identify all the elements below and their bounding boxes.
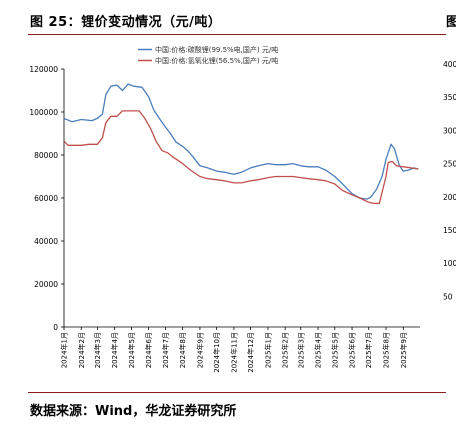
- right-axis-tick-label: 150: [443, 226, 456, 235]
- right-axis-tick-label: 200: [443, 193, 456, 202]
- x-tick-label: 2025年3月: [296, 332, 305, 368]
- x-tick-label: 2025年1月: [263, 332, 272, 368]
- y-tick-label: 0: [53, 323, 58, 332]
- series-lines: [63, 83, 419, 205]
- x-tick-label: 2025年2月: [281, 332, 290, 368]
- right-axis-tick-label: 250: [443, 160, 456, 169]
- right-axis-tick-label: 50: [443, 292, 453, 301]
- legend-label-1: 中国:价格:碳酸锂(99.5%电,国产) 元/吨: [155, 45, 278, 54]
- y-tick-label: 20000: [34, 280, 58, 289]
- right-axis-tick-label: 400: [443, 60, 456, 69]
- y-tick-label: 100000: [29, 108, 58, 117]
- x-tick-label: 2024年6月: [144, 332, 153, 368]
- x-tick-label: 2025年6月: [348, 332, 357, 368]
- x-tick-label: 2025年7月: [364, 332, 373, 368]
- data-source: 数据来源：Wind，华龙证券研究所: [30, 404, 237, 419]
- x-tick-label: 2024年12月: [246, 332, 255, 373]
- bottom-rule: [28, 392, 446, 393]
- x-tick-label: 2025年4月: [314, 332, 323, 368]
- x-tick-label: 2024年10月: [212, 332, 221, 373]
- y-tick-labels: 0 20000 40000 60000 80000 100000 120000: [29, 65, 58, 332]
- x-tick-label: 2025年5月: [330, 332, 339, 368]
- x-tick-label: 2024年9月: [195, 332, 204, 368]
- y-tick-label: 60000: [34, 194, 58, 203]
- x-tick-label: 2024年2月: [77, 332, 86, 368]
- x-tick-label: 2024年4月: [110, 332, 119, 368]
- series-line-2: [63, 110, 419, 205]
- x-tick-label: 2024年8月: [178, 332, 187, 368]
- right-axis-tick-labels: 400 350 300 250 200 150 100 50: [443, 60, 456, 301]
- lithium-price-chart: 0 20000 40000 60000 80000 100000 120000 2024年1…: [29, 45, 456, 373]
- x-tick-label: 2024年1月: [60, 332, 69, 368]
- y-tick-label: 40000: [34, 237, 58, 246]
- x-tick-label: 2024年5月: [127, 332, 136, 368]
- top-rule: [28, 34, 446, 35]
- x-tick-label: 2025年9月: [399, 332, 408, 368]
- x-tick-label: 2025年8月: [382, 332, 391, 368]
- x-tick-label: 2024年7月: [161, 332, 170, 368]
- legend: 中国:价格:碳酸锂(99.5%电,国产) 元/吨中国:价格:氢氧化锂(56.5%…: [138, 45, 278, 65]
- figure-title: 图 25：锂价变动情况（元/吨）: [30, 15, 222, 30]
- adjacent-figure-title: 图: [446, 15, 456, 30]
- series-line-1: [63, 83, 419, 200]
- legend-label-2: 中国:价格:氢氧化锂(56.5%,国产) 元/吨: [155, 56, 278, 65]
- x-tick-label: 2024年3月: [93, 332, 102, 368]
- right-axis-tick-label: 300: [443, 126, 456, 135]
- y-tick-label: 80000: [34, 151, 58, 160]
- right-axis-tick-label: 100: [443, 259, 456, 268]
- y-tick-label: 120000: [29, 65, 58, 74]
- x-tick-labels: 2024年1月 2024年2月 2024年3月 2024年4月 2024年5月 2024年…: [60, 332, 408, 373]
- right-axis-tick-label: 350: [443, 93, 456, 102]
- x-tick-label: 2024年11月: [229, 332, 238, 373]
- chart-axes: [61, 68, 420, 330]
